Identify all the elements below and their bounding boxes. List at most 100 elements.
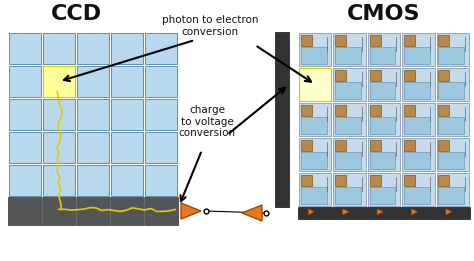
Bar [437, 68, 469, 101]
Bar [438, 70, 449, 81]
Bar [301, 105, 312, 116]
Bar [370, 105, 381, 116]
Bar [43, 33, 75, 64]
Bar [299, 68, 331, 101]
Bar [111, 33, 143, 64]
Bar [438, 105, 449, 116]
Bar [298, 207, 470, 219]
Bar [301, 140, 312, 151]
Bar [43, 132, 75, 163]
Bar [9, 33, 41, 64]
Bar [438, 187, 464, 204]
Bar [335, 105, 346, 116]
Bar [301, 187, 327, 204]
Bar [370, 70, 381, 81]
Bar [77, 132, 109, 163]
Bar [404, 47, 430, 64]
Bar [43, 99, 75, 130]
Polygon shape [446, 209, 452, 215]
Bar [301, 47, 327, 64]
Bar [111, 132, 143, 163]
Bar [9, 99, 41, 130]
Bar [111, 165, 143, 196]
Bar [335, 47, 361, 64]
Bar [335, 70, 346, 81]
Bar [335, 35, 346, 46]
Bar [404, 117, 430, 134]
Bar [368, 138, 400, 171]
Bar [335, 175, 346, 186]
Polygon shape [411, 209, 418, 215]
Bar [301, 35, 312, 46]
Bar [77, 99, 109, 130]
Polygon shape [242, 205, 262, 221]
Bar [404, 140, 415, 151]
Bar [333, 68, 366, 101]
Polygon shape [181, 203, 201, 219]
Bar [9, 132, 41, 163]
Bar [438, 175, 449, 186]
Bar [335, 152, 361, 169]
Text: CCD: CCD [50, 4, 101, 24]
Bar [370, 175, 381, 186]
Bar [437, 103, 469, 136]
Bar [404, 105, 415, 116]
Bar [404, 152, 430, 169]
Bar [301, 70, 312, 81]
Text: photon to electron
conversion: photon to electron conversion [162, 15, 258, 37]
Bar [438, 140, 449, 151]
Bar [402, 173, 435, 206]
Bar [43, 66, 75, 97]
Bar [299, 33, 331, 66]
Bar [43, 66, 75, 97]
Bar [301, 117, 327, 134]
Bar [402, 68, 435, 101]
Bar [77, 66, 109, 97]
Bar [402, 103, 435, 136]
Bar [437, 173, 469, 206]
Bar [402, 33, 435, 66]
Bar [301, 152, 327, 169]
Bar [370, 140, 381, 151]
Bar [370, 187, 395, 204]
Bar [333, 33, 366, 66]
Bar [404, 35, 415, 46]
Bar [9, 66, 41, 97]
Bar [145, 132, 177, 163]
Bar [370, 35, 381, 46]
Bar [333, 138, 366, 171]
Text: charge
to voltage
conversion: charge to voltage conversion [178, 105, 236, 138]
Bar [368, 173, 400, 206]
Bar [437, 138, 469, 171]
Bar [333, 103, 366, 136]
Bar [301, 82, 327, 99]
Bar [77, 165, 109, 196]
Bar [370, 47, 395, 64]
Bar [77, 33, 109, 64]
Bar [301, 175, 312, 186]
Bar [437, 33, 469, 66]
Bar [299, 68, 331, 101]
Bar [145, 165, 177, 196]
Bar [404, 175, 415, 186]
Bar [370, 117, 395, 134]
Bar [335, 187, 361, 204]
Polygon shape [343, 209, 349, 215]
Bar [299, 173, 331, 206]
Bar [335, 117, 361, 134]
Text: CMOS: CMOS [347, 4, 421, 24]
Polygon shape [308, 209, 314, 215]
Bar [368, 103, 400, 136]
Bar [438, 47, 464, 64]
Bar [299, 138, 331, 171]
Bar [299, 103, 331, 136]
Bar [333, 173, 366, 206]
Polygon shape [377, 209, 383, 215]
Bar [438, 35, 449, 46]
Bar [438, 152, 464, 169]
Bar [145, 33, 177, 64]
Bar [402, 138, 435, 171]
Bar [145, 99, 177, 130]
Bar [43, 165, 75, 196]
Bar [368, 68, 400, 101]
